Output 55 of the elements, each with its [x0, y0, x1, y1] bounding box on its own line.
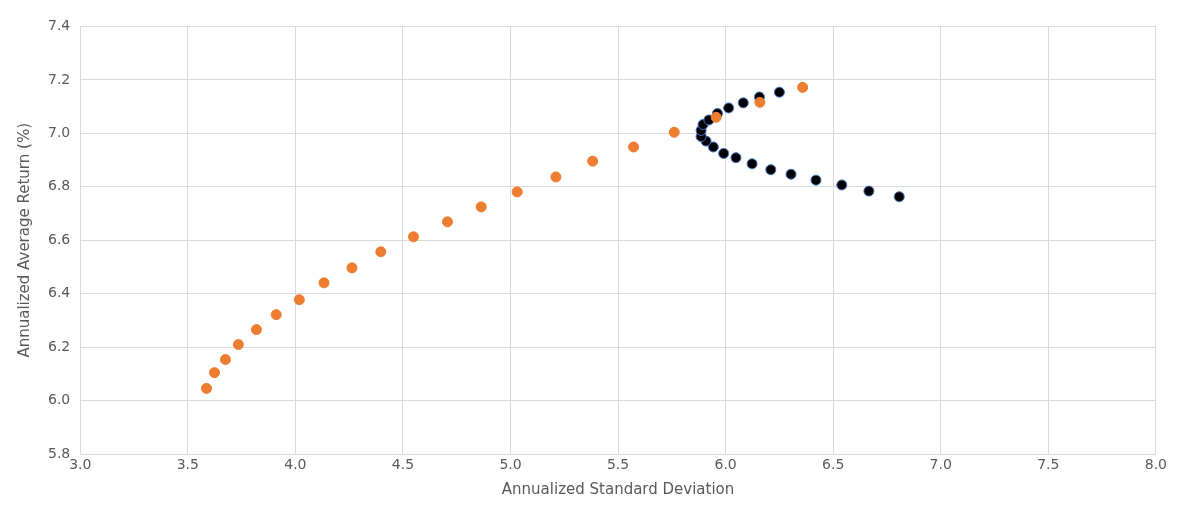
y-tick-label: 7.2 [48, 70, 71, 87]
x-tick-label: 6.0 [714, 456, 737, 473]
x-tick-label: 6.5 [822, 456, 845, 473]
point [737, 97, 749, 109]
point [511, 186, 523, 198]
point [730, 152, 742, 164]
point [293, 294, 305, 306]
point [375, 246, 387, 258]
x-tick-label: 8.0 [1144, 456, 1167, 473]
point [587, 155, 599, 167]
y-tick-label: 6.0 [48, 391, 71, 408]
point [441, 216, 453, 228]
point [707, 141, 719, 153]
x-tick-label: 5.5 [606, 456, 630, 473]
point [550, 171, 562, 183]
point [754, 96, 766, 108]
point [893, 191, 905, 203]
point [746, 158, 758, 170]
y-tick-label: 7.4 [48, 17, 71, 34]
y-tick-label: 5.8 [48, 444, 71, 461]
x-tick-label: 4.5 [391, 456, 415, 473]
point [201, 382, 213, 394]
x-axis-title: Annualized Standard Deviation [501, 479, 735, 498]
point [219, 354, 231, 366]
point [863, 185, 875, 197]
point [270, 309, 282, 321]
y-tick-label: 6.2 [48, 337, 71, 354]
y-tick-label: 6.6 [48, 230, 71, 247]
y-axis-title: Annualized Average Return (%) [14, 123, 33, 358]
point [836, 179, 848, 191]
point [628, 141, 640, 153]
point [785, 168, 797, 180]
x-tick-label: 7.0 [929, 456, 952, 473]
point [232, 339, 244, 351]
y-tick-label: 6.4 [48, 284, 71, 301]
point [723, 102, 735, 114]
x-tick-label: 3.0 [69, 456, 92, 473]
point [250, 324, 262, 336]
point [773, 86, 785, 98]
point [810, 174, 822, 186]
x-tick-label: 7.5 [1037, 456, 1060, 473]
point [668, 126, 680, 138]
x-tick-label: 4.0 [284, 456, 307, 473]
point [209, 367, 220, 379]
point [407, 231, 419, 243]
point [718, 147, 730, 159]
y-tick-label: 7.0 [48, 123, 71, 140]
point [475, 201, 487, 213]
point [346, 262, 358, 274]
point [765, 164, 777, 176]
point [797, 81, 809, 93]
x-tick-label: 3.5 [176, 456, 199, 473]
point [318, 277, 330, 289]
x-tick-label: 5.0 [499, 456, 522, 473]
y-tick-label: 6.8 [48, 177, 71, 194]
